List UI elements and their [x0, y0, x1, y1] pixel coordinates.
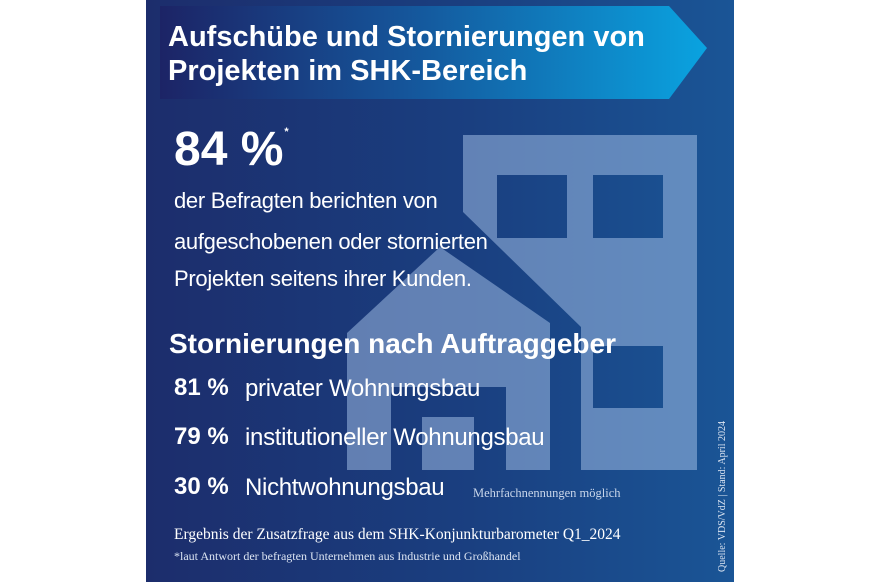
section-title: Stornierungen nach Auftraggeber [169, 328, 617, 359]
item-percent: 79 % [174, 423, 229, 450]
title-line-1: Aufschübe und Stornierungen von [168, 21, 645, 53]
item-percent: 30 % [174, 473, 229, 500]
infographic-panel: Aufschübe und Stornierungen von Projekte… [146, 0, 734, 582]
item-percent: 81 % [174, 374, 229, 401]
footnote-mark: * [284, 126, 289, 138]
description-line: aufgeschobenen oder stornierten [174, 229, 488, 254]
footer-result: Ergebnis der Zusatzfrage aus dem SHK-Kon… [174, 526, 621, 543]
headline-stat: 84 %* [174, 122, 289, 177]
building-house-icon [347, 135, 697, 470]
footer-footnote: *laut Antwort der befragten Unternehmen … [174, 549, 521, 563]
item-label: Nichtwohnungsbau [245, 474, 445, 501]
source-note: Quelle: VDS/VdZ | Stand: April 2024 [717, 421, 728, 572]
headline-value: 84 % [174, 123, 284, 176]
description-line: der Befragten berichten von [174, 188, 438, 213]
item-label: institutioneller Wohnungsbau [245, 424, 545, 451]
infographic-artwork [160, 6, 707, 470]
multiple-answers-note: Mehrfachnennungen möglich [473, 486, 621, 500]
page-title: Aufschübe und Stornierungen von Projekte… [168, 20, 645, 88]
title-line-2: Projekten im SHK-Bereich [168, 55, 528, 87]
description-line: Projekten seitens ihrer Kunden. [174, 266, 472, 291]
item-label: privater Wohnungsbau [245, 375, 481, 402]
title-banner-arrow [160, 6, 707, 99]
